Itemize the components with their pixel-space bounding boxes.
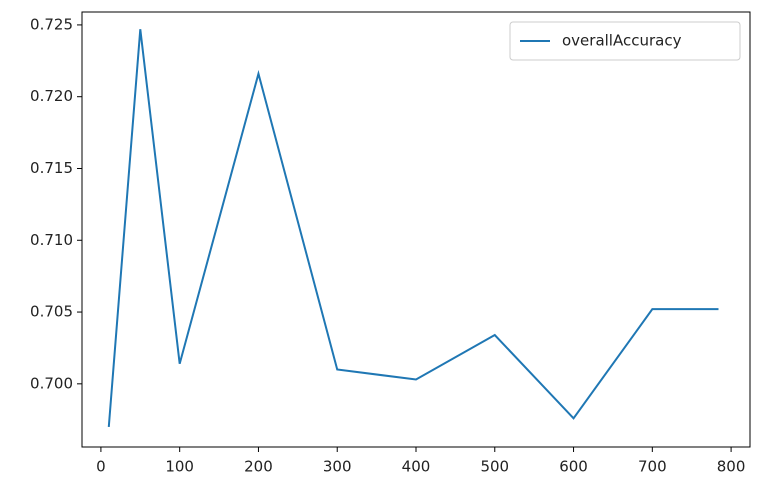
y-tick-label: 0.725 bbox=[30, 15, 73, 33]
plot-frame bbox=[81, 11, 751, 448]
x-tick-label: 0 bbox=[96, 458, 106, 476]
x-tick-label: 700 bbox=[638, 458, 667, 476]
x-tick-label: 600 bbox=[559, 458, 588, 476]
y-tick-label: 0.700 bbox=[30, 374, 73, 392]
line-series bbox=[107, 29, 719, 427]
x-tick-label: 500 bbox=[480, 458, 509, 476]
x-tick-label: 200 bbox=[244, 458, 273, 476]
legend-label: overallAccuracy bbox=[562, 32, 682, 50]
legend-box bbox=[509, 21, 741, 61]
x-tick-label: 100 bbox=[165, 458, 194, 476]
x-tick-label: 300 bbox=[323, 458, 352, 476]
x-tick-label: 400 bbox=[402, 458, 431, 476]
x-tick-label: 800 bbox=[717, 458, 746, 476]
y-tick-label: 0.705 bbox=[30, 303, 73, 321]
y-tick-label: 0.720 bbox=[30, 87, 73, 105]
y-tick-label: 0.710 bbox=[30, 231, 73, 249]
y-tick-label: 0.715 bbox=[30, 159, 73, 177]
